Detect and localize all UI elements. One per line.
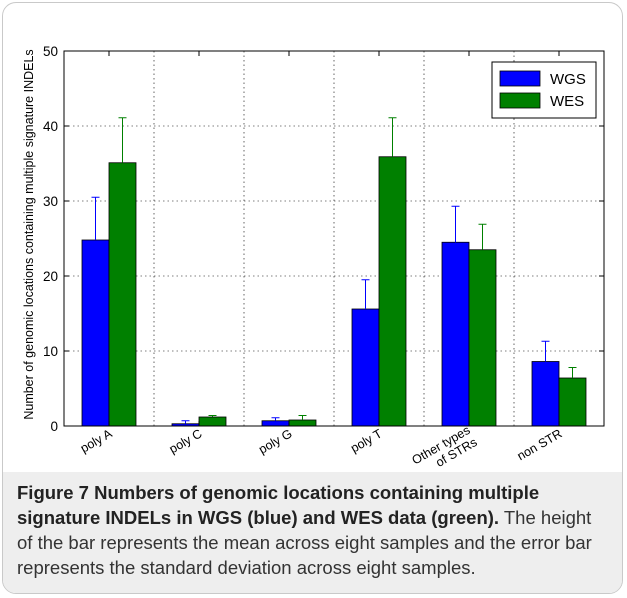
y-tick-label: 0 xyxy=(50,419,58,434)
bar-wgs xyxy=(261,420,290,427)
x-tick-label: poly G xyxy=(256,426,294,456)
bar-wes xyxy=(198,416,227,427)
figure-caption: Figure 7 Numbers of genomic locations co… xyxy=(3,472,622,593)
grid xyxy=(64,51,604,426)
legend-swatch-wes xyxy=(499,92,541,109)
y-tick-label: 20 xyxy=(43,269,58,284)
plot-area xyxy=(63,50,605,427)
legend-label-wes: WES xyxy=(550,93,584,110)
y-tick-label: 10 xyxy=(43,344,58,359)
y-axis: 0 10 20 30 40 50 xyxy=(43,44,604,434)
bar-wgs xyxy=(81,239,110,427)
caption-label: Figure 7 Numbers of genomic locations co… xyxy=(17,482,540,528)
x-tick-label: poly T xyxy=(348,426,385,455)
y-tick-label: 40 xyxy=(43,119,58,134)
y-axis-label: Number of genomic locations containing m… xyxy=(22,49,36,419)
bar-wgs xyxy=(351,308,380,427)
legend-swatch-wgs xyxy=(499,70,541,87)
caption-text: The height of the bar represents the mea… xyxy=(17,507,592,578)
bar-wes xyxy=(558,377,587,427)
bar-wgs xyxy=(531,361,560,427)
error-bars xyxy=(91,117,577,424)
x-tick-label: non STR xyxy=(515,426,565,463)
legend: WGS WES xyxy=(491,61,597,119)
x-tick-label: poly A xyxy=(78,426,115,455)
y-tick-label: 50 xyxy=(43,44,58,59)
bar-wes xyxy=(288,419,317,427)
y-tick-label: 30 xyxy=(43,194,58,209)
bar-wes xyxy=(378,156,407,427)
bar-wes xyxy=(108,162,137,427)
legend-label-wgs: WGS xyxy=(550,71,586,88)
bars xyxy=(81,156,587,427)
x-tick-label: Other typesof STRs xyxy=(410,423,480,471)
bar-chart: 0 10 20 30 40 50 poly A poly C poly G poly T Othe… xyxy=(22,44,605,471)
bar-wgs xyxy=(441,241,470,427)
x-tick-label: poly C xyxy=(167,426,205,456)
bar-wes xyxy=(468,249,497,427)
